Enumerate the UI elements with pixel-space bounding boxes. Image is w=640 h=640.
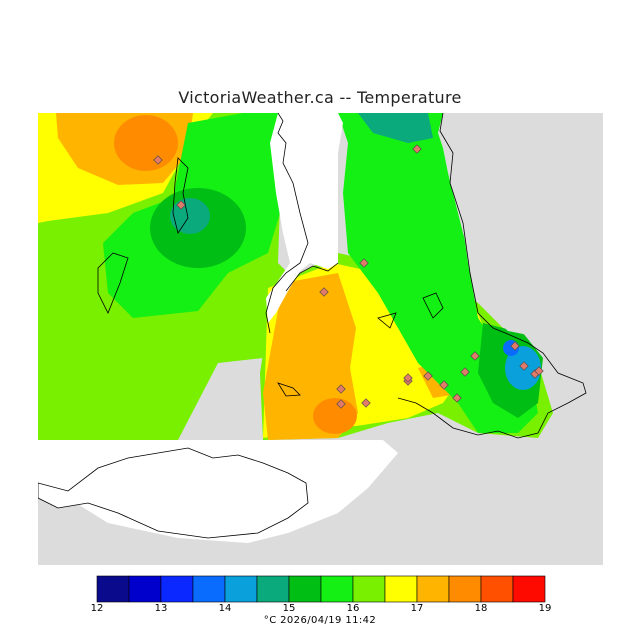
legend-swatch bbox=[128, 575, 162, 603]
legend-swatch bbox=[320, 575, 354, 603]
legend-tick-label: 17 bbox=[410, 603, 424, 614]
legend-tick-label: 13 bbox=[154, 603, 168, 614]
legend-tick-label: 14 bbox=[218, 603, 232, 614]
contour-field-east bbox=[260, 113, 553, 440]
legend-swatch bbox=[480, 575, 514, 603]
legend-swatch bbox=[384, 575, 418, 603]
legend-tick-label: 16 bbox=[346, 603, 360, 614]
station-marker[interactable] bbox=[452, 393, 462, 403]
legend-swatch bbox=[192, 575, 226, 603]
station-marker[interactable] bbox=[460, 367, 470, 377]
legend-swatches bbox=[96, 575, 546, 603]
map-title: VictoriaWeather.ca -- Temperature bbox=[178, 88, 462, 107]
station-marker[interactable] bbox=[519, 361, 529, 371]
legend-swatch bbox=[512, 575, 546, 603]
legend-tick-label: 18 bbox=[474, 603, 488, 614]
station-marker[interactable] bbox=[510, 341, 520, 351]
legend-tick-label: 19 bbox=[538, 603, 552, 614]
legend-swatch bbox=[416, 575, 450, 603]
legend-swatch bbox=[160, 575, 194, 603]
station-marker[interactable] bbox=[336, 399, 346, 409]
legend-swatch bbox=[288, 575, 322, 603]
weather-stations bbox=[153, 144, 544, 409]
station-marker[interactable] bbox=[534, 366, 544, 376]
station-marker[interactable] bbox=[412, 144, 422, 154]
legend-tick-label: 12 bbox=[90, 603, 104, 614]
station-marker[interactable] bbox=[359, 258, 369, 268]
legend-swatch bbox=[224, 575, 258, 603]
station-marker[interactable] bbox=[423, 371, 433, 381]
color-legend bbox=[96, 575, 546, 603]
legend-tick-label: 15 bbox=[282, 603, 296, 614]
legend-swatch bbox=[96, 575, 130, 603]
legend-swatch bbox=[256, 575, 290, 603]
map-footer: °C 2026/04/19 11:42 bbox=[263, 615, 377, 626]
southern-landmass bbox=[38, 447, 309, 539]
station-marker[interactable] bbox=[361, 398, 371, 408]
station-marker[interactable] bbox=[403, 373, 413, 383]
temperature-map bbox=[38, 113, 603, 565]
station-marker[interactable] bbox=[336, 384, 346, 394]
coastlines bbox=[97, 113, 587, 439]
station-marker[interactable] bbox=[319, 287, 329, 297]
station-marker[interactable] bbox=[439, 380, 449, 390]
station-marker[interactable] bbox=[176, 200, 186, 210]
legend-swatch bbox=[448, 575, 482, 603]
station-marker[interactable] bbox=[153, 155, 163, 165]
legend-swatch bbox=[352, 575, 386, 603]
contour-field-west bbox=[38, 113, 300, 440]
station-marker[interactable] bbox=[470, 351, 480, 361]
